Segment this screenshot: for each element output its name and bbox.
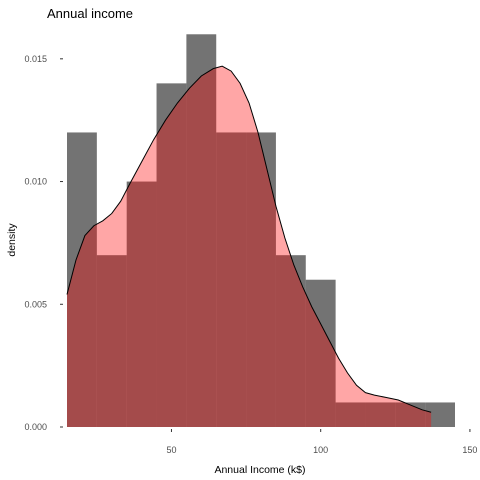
y-tick-label: 0.000 bbox=[24, 422, 47, 432]
y-tick-label: 0.015 bbox=[24, 54, 47, 64]
y-tick-label: 0.005 bbox=[24, 299, 47, 309]
histogram-bar bbox=[335, 402, 366, 427]
x-tick-label: 100 bbox=[313, 445, 328, 455]
chart-title: Annual income bbox=[47, 6, 133, 21]
histogram-bar bbox=[246, 132, 276, 428]
histogram-bar bbox=[67, 132, 97, 428]
histogram-bar bbox=[186, 34, 217, 427]
histogram-bar bbox=[156, 83, 187, 427]
histogram-bar bbox=[275, 255, 306, 427]
histogram-bar bbox=[96, 255, 127, 427]
histogram-bar bbox=[425, 402, 455, 427]
histogram-bar bbox=[365, 402, 396, 427]
x-axis-title: Annual Income (k$) bbox=[214, 464, 305, 476]
x-tick-label: 150 bbox=[462, 445, 477, 455]
plot-area: 50 100 150 0.000 0.005 0.010 0.015 bbox=[24, 34, 477, 455]
density-line bbox=[66, 65, 432, 413]
y-axis-title: density bbox=[6, 223, 18, 257]
density-area bbox=[67, 66, 432, 428]
y-tick-label: 0.010 bbox=[24, 177, 47, 187]
histogram-bar bbox=[216, 132, 247, 428]
histogram-bar bbox=[395, 402, 426, 427]
histogram-bar bbox=[126, 181, 157, 427]
x-tick-label: 50 bbox=[166, 445, 176, 455]
